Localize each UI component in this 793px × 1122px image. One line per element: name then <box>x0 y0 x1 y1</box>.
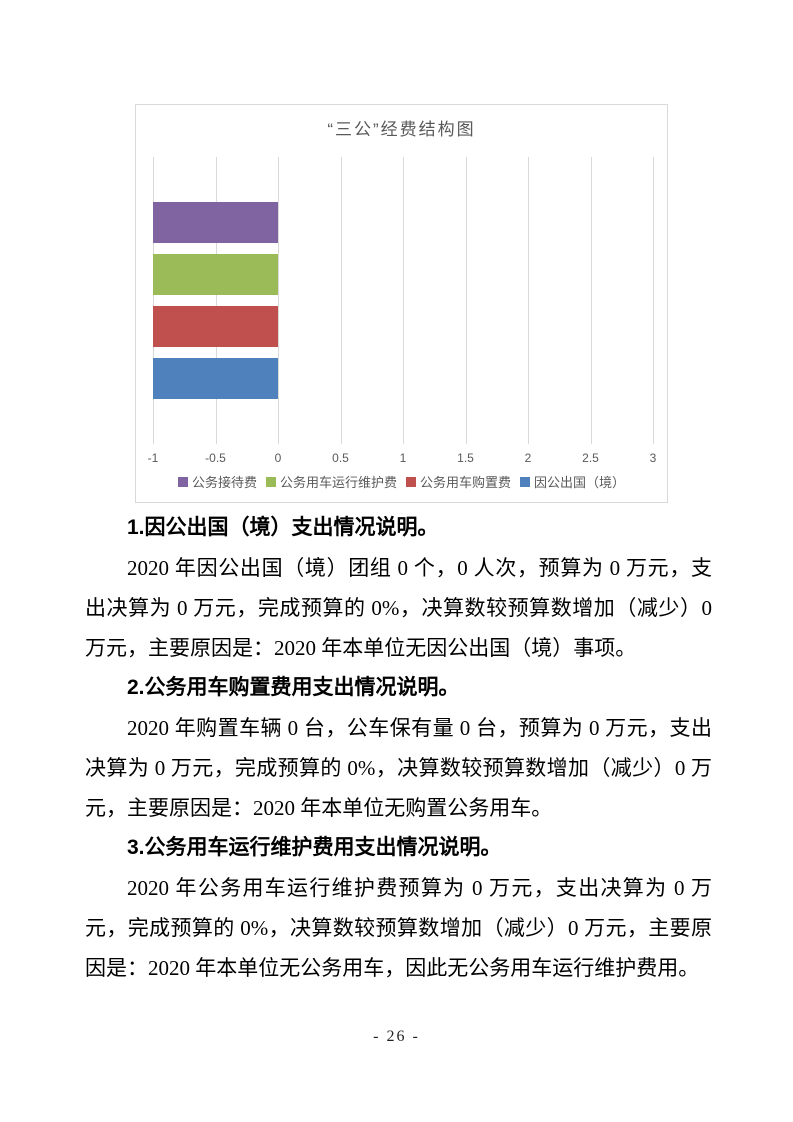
section-vehicle-maintenance: 3.公务用车运行维护费用支出情况说明。 2020 年公务用车运行维护费预算为 0… <box>85 828 712 988</box>
legend-label: 公务用车购置费 <box>420 475 512 490</box>
legend-item: 公务接待费 <box>177 472 257 491</box>
gridline <box>278 157 279 444</box>
section-vehicle-purchase: 2.公务用车购置费用支出情况说明。 2020 年购置车辆 0 台，公车保有量 0… <box>85 668 712 828</box>
legend-label: 公务接待费 <box>191 475 257 490</box>
gridline <box>340 157 342 444</box>
bar-因公出国（境） <box>153 357 278 399</box>
gridline <box>528 157 529 444</box>
gridline <box>153 157 154 444</box>
gridline <box>653 157 654 444</box>
expense-structure-chart: “三公”经费结构图 -1 -0.5 0 0.5 1 1.5 2 2.5 3 公务接待费 公务用车运… <box>135 104 668 503</box>
legend-label: 因公出国（境） <box>534 475 626 490</box>
gridline <box>590 157 592 444</box>
x-tick-label: 1 <box>399 451 407 465</box>
x-tick-label: 2 <box>524 451 532 465</box>
section-abroad-heading: 1.因公出国（境）支出情况说明。 <box>127 516 439 539</box>
legend-swatch-icon <box>177 476 188 487</box>
x-tick-label: 1.5 <box>457 451 474 465</box>
x-tick-label: 2.5 <box>582 451 599 465</box>
legend-swatch-icon <box>265 476 276 487</box>
chart-legend: 公务接待费 公务用车运行维护费 公务用车购置费 因公出国（境） <box>136 472 667 491</box>
section-vehicle-purchase-paragraph: 2020 年购置车辆 0 台，公车保有量 0 台，预算为 0 万元，支出决算为 … <box>85 716 712 820</box>
chart-title: “三公”经费结构图 <box>327 120 476 139</box>
legend-swatch-icon <box>520 476 531 487</box>
gridline <box>215 157 217 444</box>
x-tick-label: 0.5 <box>332 451 349 465</box>
section-abroad-paragraph: 2020 年因公出国（境）团组 0 个，0 人次，预算为 0 万元，支出决算为 … <box>85 556 712 660</box>
legend-label: 公务用车运行维护费 <box>279 475 397 490</box>
section-vehicle-maintenance-paragraph: 2020 年公务用车运行维护费预算为 0 万元，支出决算为 0 万元，完成预算的… <box>85 876 712 980</box>
page-footer: - 26 - <box>0 1028 793 1046</box>
x-tick-label: -1 <box>147 451 159 465</box>
gridline <box>403 157 404 444</box>
plot-area <box>153 157 654 444</box>
section-vehicle-maintenance-heading: 3.公务用车运行维护费用支出情况说明。 <box>127 836 502 859</box>
legend-swatch-icon <box>406 476 416 487</box>
bar-公务用车运行维护费 <box>153 253 278 295</box>
bar-公务接待费 <box>153 202 278 244</box>
legend-item: 因公出国（境） <box>520 472 625 491</box>
x-tick-label: 0 <box>274 451 282 465</box>
document-body: 1.因公出国（境）支出情况说明。 2020 年因公出国（境）团组 0 个，0 人… <box>85 508 712 988</box>
section-abroad-expense: 1.因公出国（境）支出情况说明。 2020 年因公出国（境）团组 0 个，0 人… <box>85 508 712 668</box>
page-number: - 26 - <box>373 1028 420 1045</box>
section-vehicle-purchase-heading: 2.公务用车购置费用支出情况说明。 <box>127 676 460 699</box>
x-tick-label: -0.5 <box>205 451 226 465</box>
bar-公务用车购置费 <box>153 305 278 347</box>
x-axis: -1 -0.5 0 0.5 1 1.5 2 2.5 3 <box>148 451 657 467</box>
gridline <box>465 157 467 444</box>
legend-item: 公务用车购置费 <box>406 472 511 491</box>
x-tick-label: 3 <box>649 451 657 465</box>
legend-item: 公务用车运行维护费 <box>265 472 397 491</box>
